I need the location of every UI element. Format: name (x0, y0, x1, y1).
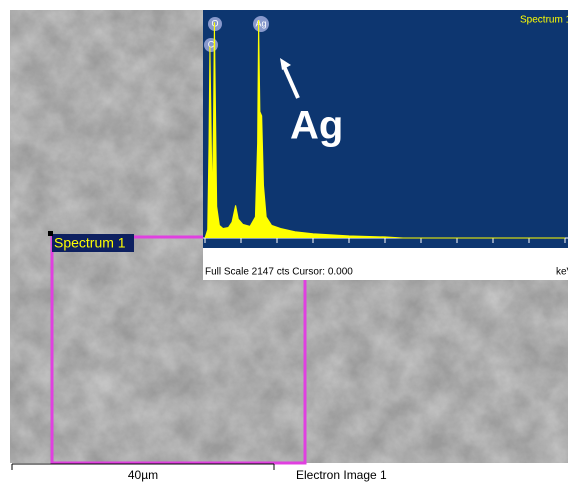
x-unit: keV (556, 267, 568, 278)
x-tick-label: 2 (238, 251, 244, 262)
region-label: Spectrum 1 (54, 235, 126, 251)
region-handle (48, 231, 53, 236)
peak-label: Ag (255, 18, 266, 28)
spectrum-footer: Full Scale 2147 cts Cursor: 0.000 (205, 267, 353, 278)
spectrum-inset: Spectrum 1 Ag O C Ag Full Scale 2147 cts… (202, 10, 568, 280)
annotation: Ag (290, 104, 343, 148)
x-tick-label: 8 (346, 251, 352, 262)
x-tick-label: 12 (415, 251, 427, 262)
x-tick-label: 10 (379, 251, 391, 262)
x-tick-label: 6 (310, 251, 316, 262)
spectrum-title: Spectrum 1 (520, 15, 568, 26)
x-tick-label: 16 (487, 251, 499, 262)
x-tick-label: 4 (274, 251, 280, 262)
x-tick-label: 18 (523, 251, 535, 262)
caption: Electron Image 1 (296, 468, 387, 482)
scale-bar-label: 40µm (128, 468, 158, 482)
x-tick-label: 0 (202, 251, 208, 262)
peak-label: O (211, 18, 218, 28)
page: Spectrum 1 Spectrum 1 Ag O C Ag Full Sca… (0, 0, 568, 484)
x-tick-label: 20 (559, 251, 568, 262)
x-tick-label: 14 (451, 251, 463, 262)
